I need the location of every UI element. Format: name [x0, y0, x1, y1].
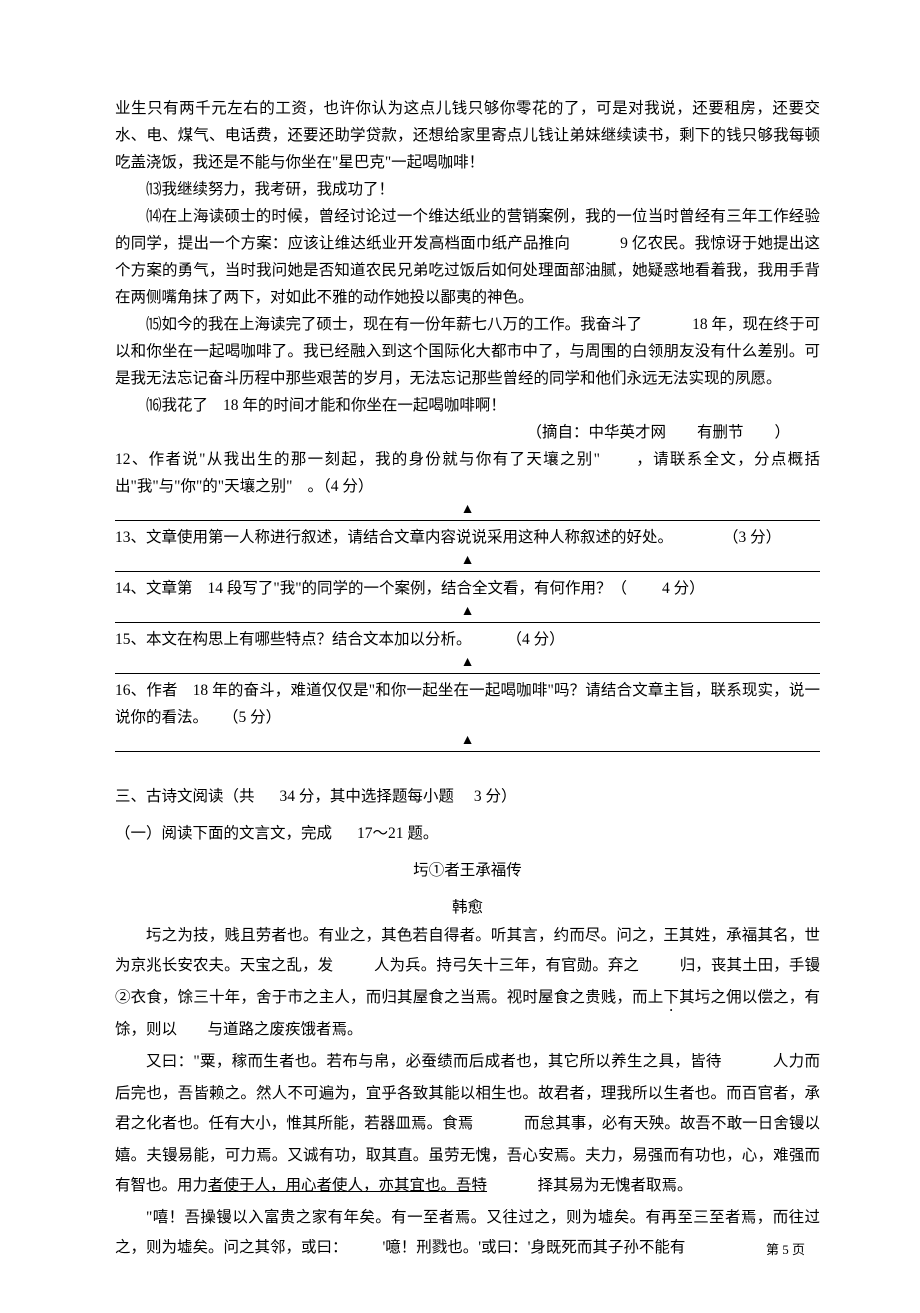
triangle-marker: ▲ [461, 502, 475, 518]
text-segment: 又曰："粟，稼而生者也。若布与帛，必蚕绩而后成者也，其它所以养生之具，皆待 [146, 1053, 722, 1070]
dotted-char [192, 1021, 208, 1038]
answer-blank-15: ▲ [115, 653, 820, 674]
attribution-line: （摘自：中华英才网 有删节 ） [115, 419, 820, 446]
dotted-char [522, 1177, 538, 1194]
text-segment: 3 分） [474, 788, 517, 805]
question-12: 12、作者说"从我出生的那一刻起，我的身份就与你有了天壤之别"，请联系全文，分点… [115, 446, 820, 500]
text-segment: 16、作者 [115, 682, 178, 699]
answer-blank-12: ▲ [115, 500, 820, 521]
answer-blank-14: ▲ [115, 602, 820, 623]
text-segment: 4 分） [662, 580, 705, 597]
text-segment: 14、文章第 [115, 580, 193, 597]
section-3-heading: 三、古诗文阅读（共 34 分，其中选择题每小题 3 分） [115, 783, 820, 810]
text-segment: 。（4 分） [307, 478, 373, 495]
body-paragraph-4: ⒂如今的我在上海读完了硕士，现在有一份年薪七八万的工作。我奋斗了18 年，现在终… [115, 311, 820, 392]
text-segment: （一）阅读下面的文言文，完成 [115, 825, 332, 842]
text-segment: ⒂如今的我在上海读完了硕士，现在有一份年薪七八万的工作。我奋斗了 [146, 316, 642, 333]
text-segment: 34 分，其中选择题每小题 [280, 788, 454, 805]
question-16: 16、作者18 年的奋斗，难道仅仅是"和你一起坐在一起喝咖啡"吗？请结合文章主旨… [115, 677, 820, 731]
text-segment: （4 分） [507, 631, 565, 648]
triangle-marker: ▲ [461, 604, 475, 620]
dotted-char [757, 1053, 773, 1070]
text-segment: 18 年的时间才能和你坐在一起喝咖啡啊！ [223, 397, 506, 414]
triangle-marker: ▲ [461, 655, 475, 671]
question-14: 14、文章第 14 段写了"我"的同学的一个案例，结合全文看，有何作用？（ 4 分） [115, 575, 820, 602]
text-segment: （5 分） [223, 709, 281, 726]
text-segment: 择其易为无愧者取焉。 [538, 1177, 693, 1194]
body-paragraph-2: ⒀我继续努力，我考研，我成功了！ [115, 176, 820, 203]
triangle-marker: ▲ [461, 733, 475, 749]
text-segment: 三、古诗文阅读（共 [115, 788, 255, 805]
text-segment: 17～21 题。 [357, 825, 438, 842]
body-paragraph-5: ⒃我花了 18 年的时间才能和你坐在一起喝咖啡啊！ [115, 392, 820, 419]
body-paragraph-3: ⒁在上海读硕士的时候，曾经讨论过一个维达纸业的营销案例，我的一位当时曾经有三年工… [115, 203, 820, 311]
text-segment: 人为兵。持弓矢十三年，有官勋。弃之 [374, 957, 639, 974]
classical-para-2: 又曰："粟，稼而生者也。若布与帛，必蚕绩而后成者也，其它所以养生之具，皆待 人力… [115, 1047, 820, 1203]
question-13: 13、文章使用第一人称进行叙述，请结合文章内容说说采用这种人称叙述的好处。 （3 … [115, 524, 820, 551]
section-3-sub: （一）阅读下面的文言文，完成 17～21 题。 [115, 820, 820, 847]
classical-author: 韩愈 [115, 894, 820, 921]
text-segment: 14 段写了"我"的同学的一个案例，结合全文看，有何作用？（ [208, 580, 628, 597]
text-segment: '噫！刑戮也。'或曰：'身既死而其子孙不能有 [383, 1239, 686, 1256]
text-segment: 12、作者说"从我出生的那一刻起，我的身份就与你有了天壤之别" [115, 451, 600, 468]
body-paragraph-1: 业生只有两千元左右的工资，也许你认为这点儿钱只够你零花的了，可是对我说，还要租房… [115, 95, 820, 176]
page-number: 第 5 页 [766, 1239, 805, 1258]
page-container: 业生只有两千元左右的工资，也许你认为这点儿钱只够你零花的了，可是对我说，还要租房… [0, 0, 920, 1313]
classical-title: 圬①者王承福传 [115, 857, 820, 884]
answer-blank-13: ▲ [115, 551, 820, 572]
dotted-char [358, 957, 374, 974]
triangle-marker: ▲ [461, 553, 475, 569]
answer-blank-16: ▲ [115, 731, 820, 752]
text-segment: ⒃我花了 [146, 397, 208, 414]
classical-para-1: 圬之为技，贱且劳者也。有业之，其色若自得者。听其言，约而尽。问之，王其姓，承福其… [115, 921, 820, 1047]
dotted-char [508, 1115, 524, 1132]
question-15: 15、本文在构思上有哪些特点？结合文本加以分析。 （4 分） [115, 626, 820, 653]
text-segment: 15、本文在构思上有哪些特点？结合文本加以分析。 [115, 631, 472, 648]
dotted-char: 下 [663, 989, 679, 1006]
classical-para-3: "嘻！吾操镘以入富贵之家有年矣。有一至者焉。又往过之，则为墟矣。有再至三至者焉，… [115, 1203, 820, 1263]
text-segment: 与道路之废疾饿者焉。 [208, 1021, 363, 1038]
dotted-char [664, 957, 680, 974]
text-segment: （3 分） [723, 529, 781, 546]
text-segment: 13、文章使用第一人称进行叙述，请结合文章内容说说采用这种人称叙述的好处。 [115, 529, 673, 546]
underlined-text: 者使于人，用心者使人，亦其宜也。吾特 [208, 1177, 487, 1194]
text-segment: 18 年的奋斗，难道仅仅是"和你一起坐在一起喝咖啡"吗？请结合文章主旨，联系现实… [115, 682, 820, 726]
